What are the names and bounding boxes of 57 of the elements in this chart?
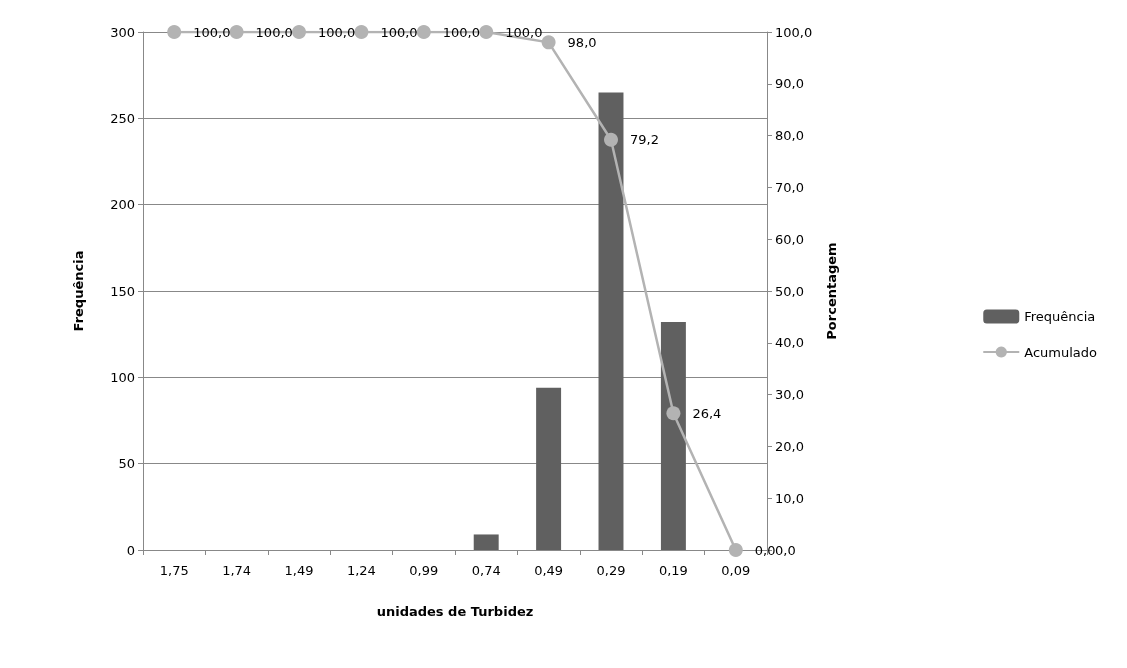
point [416, 25, 431, 39]
point [354, 25, 369, 39]
y2-tick-label: 30,0 [775, 387, 804, 403]
point [229, 25, 244, 39]
data-label: 100,0 [318, 24, 356, 40]
y2-tick-label: 100,0 [775, 24, 813, 40]
point [604, 132, 618, 147]
y-tick-label: 150 [110, 283, 135, 299]
x-tick-label: 1,75 [159, 563, 189, 578]
legend-label: Acumulado [1024, 344, 1098, 360]
x-tick-label: 1,49 [284, 563, 314, 578]
y2-tick-label: 80,0 [775, 128, 804, 144]
y2-tick-label: 0,0 [775, 542, 796, 558]
y2-tick-label: 60,0 [775, 231, 804, 247]
bar [536, 387, 562, 550]
x-tick-label: 1,24 [346, 563, 376, 578]
y2-tick-label: 50,0 [775, 283, 804, 299]
y2-tick-label: 20,0 [775, 438, 804, 454]
y-tick-label: 200 [110, 197, 135, 213]
point [167, 25, 182, 39]
point [666, 406, 681, 421]
y2-tick-label: 90,0 [775, 76, 804, 92]
data-label: 98,0 [567, 34, 597, 50]
legend-label: Frequência [1024, 309, 1096, 324]
x-tick-label: 0,09 [721, 563, 751, 578]
bar [473, 534, 499, 550]
x-tick-label: 0,19 [658, 563, 688, 578]
y-tick-label: 50 [118, 456, 135, 472]
y2-axis-title: Porcentagem [824, 242, 839, 340]
y-tick-label: 0 [126, 542, 135, 558]
y2-tick-label: 10,0 [775, 490, 804, 506]
x-tick-label: 0,74 [471, 563, 501, 578]
x-tick-label: 1,74 [222, 563, 252, 578]
bar [598, 92, 624, 550]
point [728, 543, 743, 557]
y2-tick-label: 70,0 [775, 179, 804, 195]
data-label: 100,0 [380, 24, 418, 40]
x-tick-label: 0,49 [534, 563, 564, 578]
y-axis-title: Frequência [71, 250, 86, 332]
data-label: 26,4 [692, 405, 722, 421]
data-label: 79,2 [630, 132, 659, 148]
x-axis-title: unidades de Turbidez [376, 604, 534, 619]
bar [660, 322, 686, 550]
y-tick-label: 300 [110, 24, 135, 40]
data-label: 0,0 [754, 542, 776, 558]
data-label: 100,0 [193, 24, 231, 40]
data-label: 100,0 [505, 24, 543, 40]
point [541, 35, 556, 50]
data-label: 100,0 [442, 24, 481, 40]
x-tick-label: 0,29 [596, 563, 626, 578]
point [479, 25, 494, 39]
point [292, 25, 306, 39]
x-tick-label: 0,99 [409, 563, 439, 578]
y2-tick-label: 40,0 [775, 335, 804, 351]
y-tick-label: 100 [110, 369, 135, 385]
y-tick-label: 250 [110, 110, 135, 126]
data-label: 100,0 [255, 24, 293, 40]
